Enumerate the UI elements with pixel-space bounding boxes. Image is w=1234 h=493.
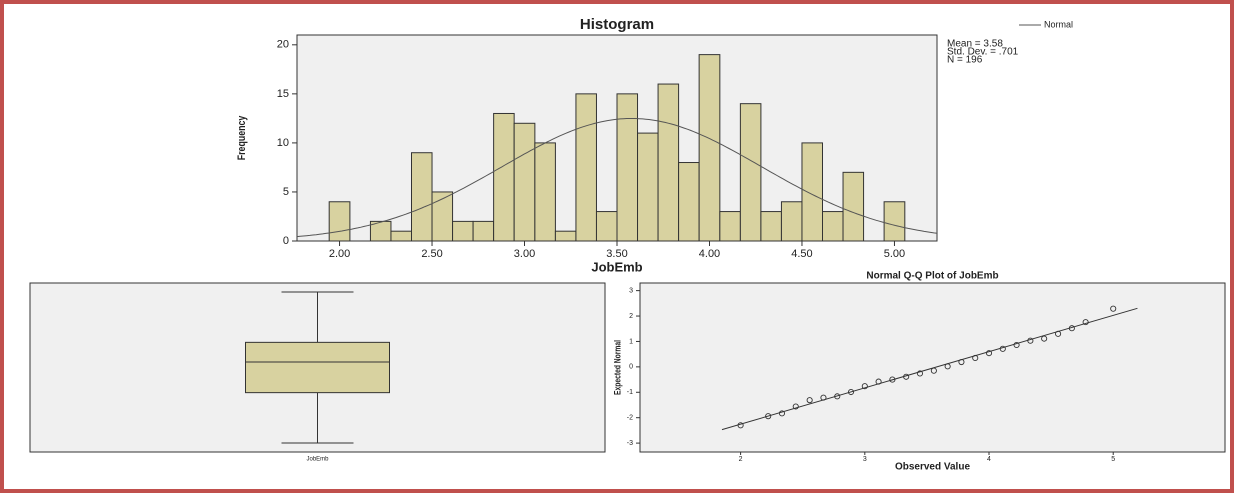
y-tick-label: 5 (283, 186, 289, 198)
reference-line (721, 307, 1138, 431)
point (916, 370, 924, 377)
point (930, 367, 937, 374)
bar (657, 83, 680, 242)
point (889, 376, 896, 383)
bar (534, 142, 556, 242)
x-tick-label: 3 (863, 456, 867, 463)
point (834, 393, 841, 400)
bar (719, 211, 741, 242)
point (820, 394, 827, 401)
x-axis-label: JobEmb (591, 259, 642, 274)
x-tick-label: 5 (1111, 456, 1115, 463)
x-tick-label: 3.50 (606, 248, 627, 260)
bar (390, 230, 412, 242)
x-tick-label: 4.00 (699, 248, 720, 260)
normal-curve (296, 118, 938, 238)
y-tick-label: 15 (277, 88, 289, 100)
bar (575, 93, 597, 242)
bar (637, 132, 659, 242)
point (999, 345, 1006, 352)
point (1068, 325, 1075, 332)
point (792, 403, 799, 410)
bar (678, 162, 700, 242)
y-tick-label: 2 (629, 313, 633, 320)
y-tick-label: 20 (277, 39, 289, 51)
bar (780, 201, 803, 242)
stat-label: N = 196 (947, 55, 983, 66)
y-axis-label: Expected Normal (612, 340, 622, 395)
point (1082, 319, 1089, 326)
chart-title: Normal Q-Q Plot of JobEmb (866, 271, 998, 282)
bar (739, 103, 762, 242)
bar (328, 201, 351, 242)
x-tick-label: 2 (739, 456, 743, 463)
bar (554, 230, 577, 242)
point (972, 354, 979, 362)
bar (760, 211, 782, 242)
point (1027, 337, 1034, 344)
bar (842, 171, 865, 242)
point (1013, 341, 1020, 349)
point (1055, 330, 1062, 337)
bar (410, 152, 433, 242)
x-tick-label: 3.00 (514, 248, 535, 260)
x-tick-label: JobEmb (306, 457, 329, 463)
x-tick-label: 4.50 (791, 248, 812, 260)
point (903, 373, 910, 380)
y-axis-label: Frequency (236, 115, 248, 160)
point (847, 388, 855, 396)
bar (513, 122, 536, 242)
bar (822, 211, 844, 242)
point (806, 397, 813, 404)
bar (493, 112, 515, 242)
bar (595, 211, 618, 242)
point (875, 378, 882, 385)
x-tick-label: 2.50 (421, 248, 442, 260)
point (1110, 305, 1117, 312)
bar (698, 54, 721, 242)
x-tick-label: 5.00 (884, 248, 905, 260)
y-tick-label: -3 (627, 440, 633, 447)
bar (431, 191, 454, 242)
box (245, 341, 390, 394)
chart-title: Histogram (580, 16, 654, 33)
y-tick-label: 1 (629, 338, 633, 345)
x-tick-label: 2.00 (329, 248, 350, 260)
legend-label: Normal (1044, 19, 1073, 29)
point (944, 363, 951, 370)
y-tick-label: 0 (629, 364, 633, 371)
bar (472, 220, 495, 242)
x-axis-label: Observed Value (895, 462, 970, 473)
bar (883, 201, 906, 242)
point (985, 350, 993, 357)
y-tick-label: -2 (627, 415, 633, 422)
point (737, 422, 744, 429)
stat-label: Mean = 3.58 (947, 39, 1003, 50)
y-tick-label: 0 (283, 235, 289, 247)
bar (452, 220, 474, 242)
x-tick-label: 4 (987, 456, 991, 463)
point (861, 383, 868, 390)
bar (616, 93, 639, 242)
point (958, 358, 965, 366)
stat-label: Std. Dev. = .701 (947, 47, 1019, 58)
bar (801, 142, 824, 242)
point (778, 410, 786, 417)
y-tick-label: 3 (629, 287, 633, 294)
y-tick-label: -1 (627, 389, 633, 396)
point (765, 413, 772, 420)
point (1041, 335, 1048, 342)
y-tick-label: 10 (277, 137, 289, 149)
